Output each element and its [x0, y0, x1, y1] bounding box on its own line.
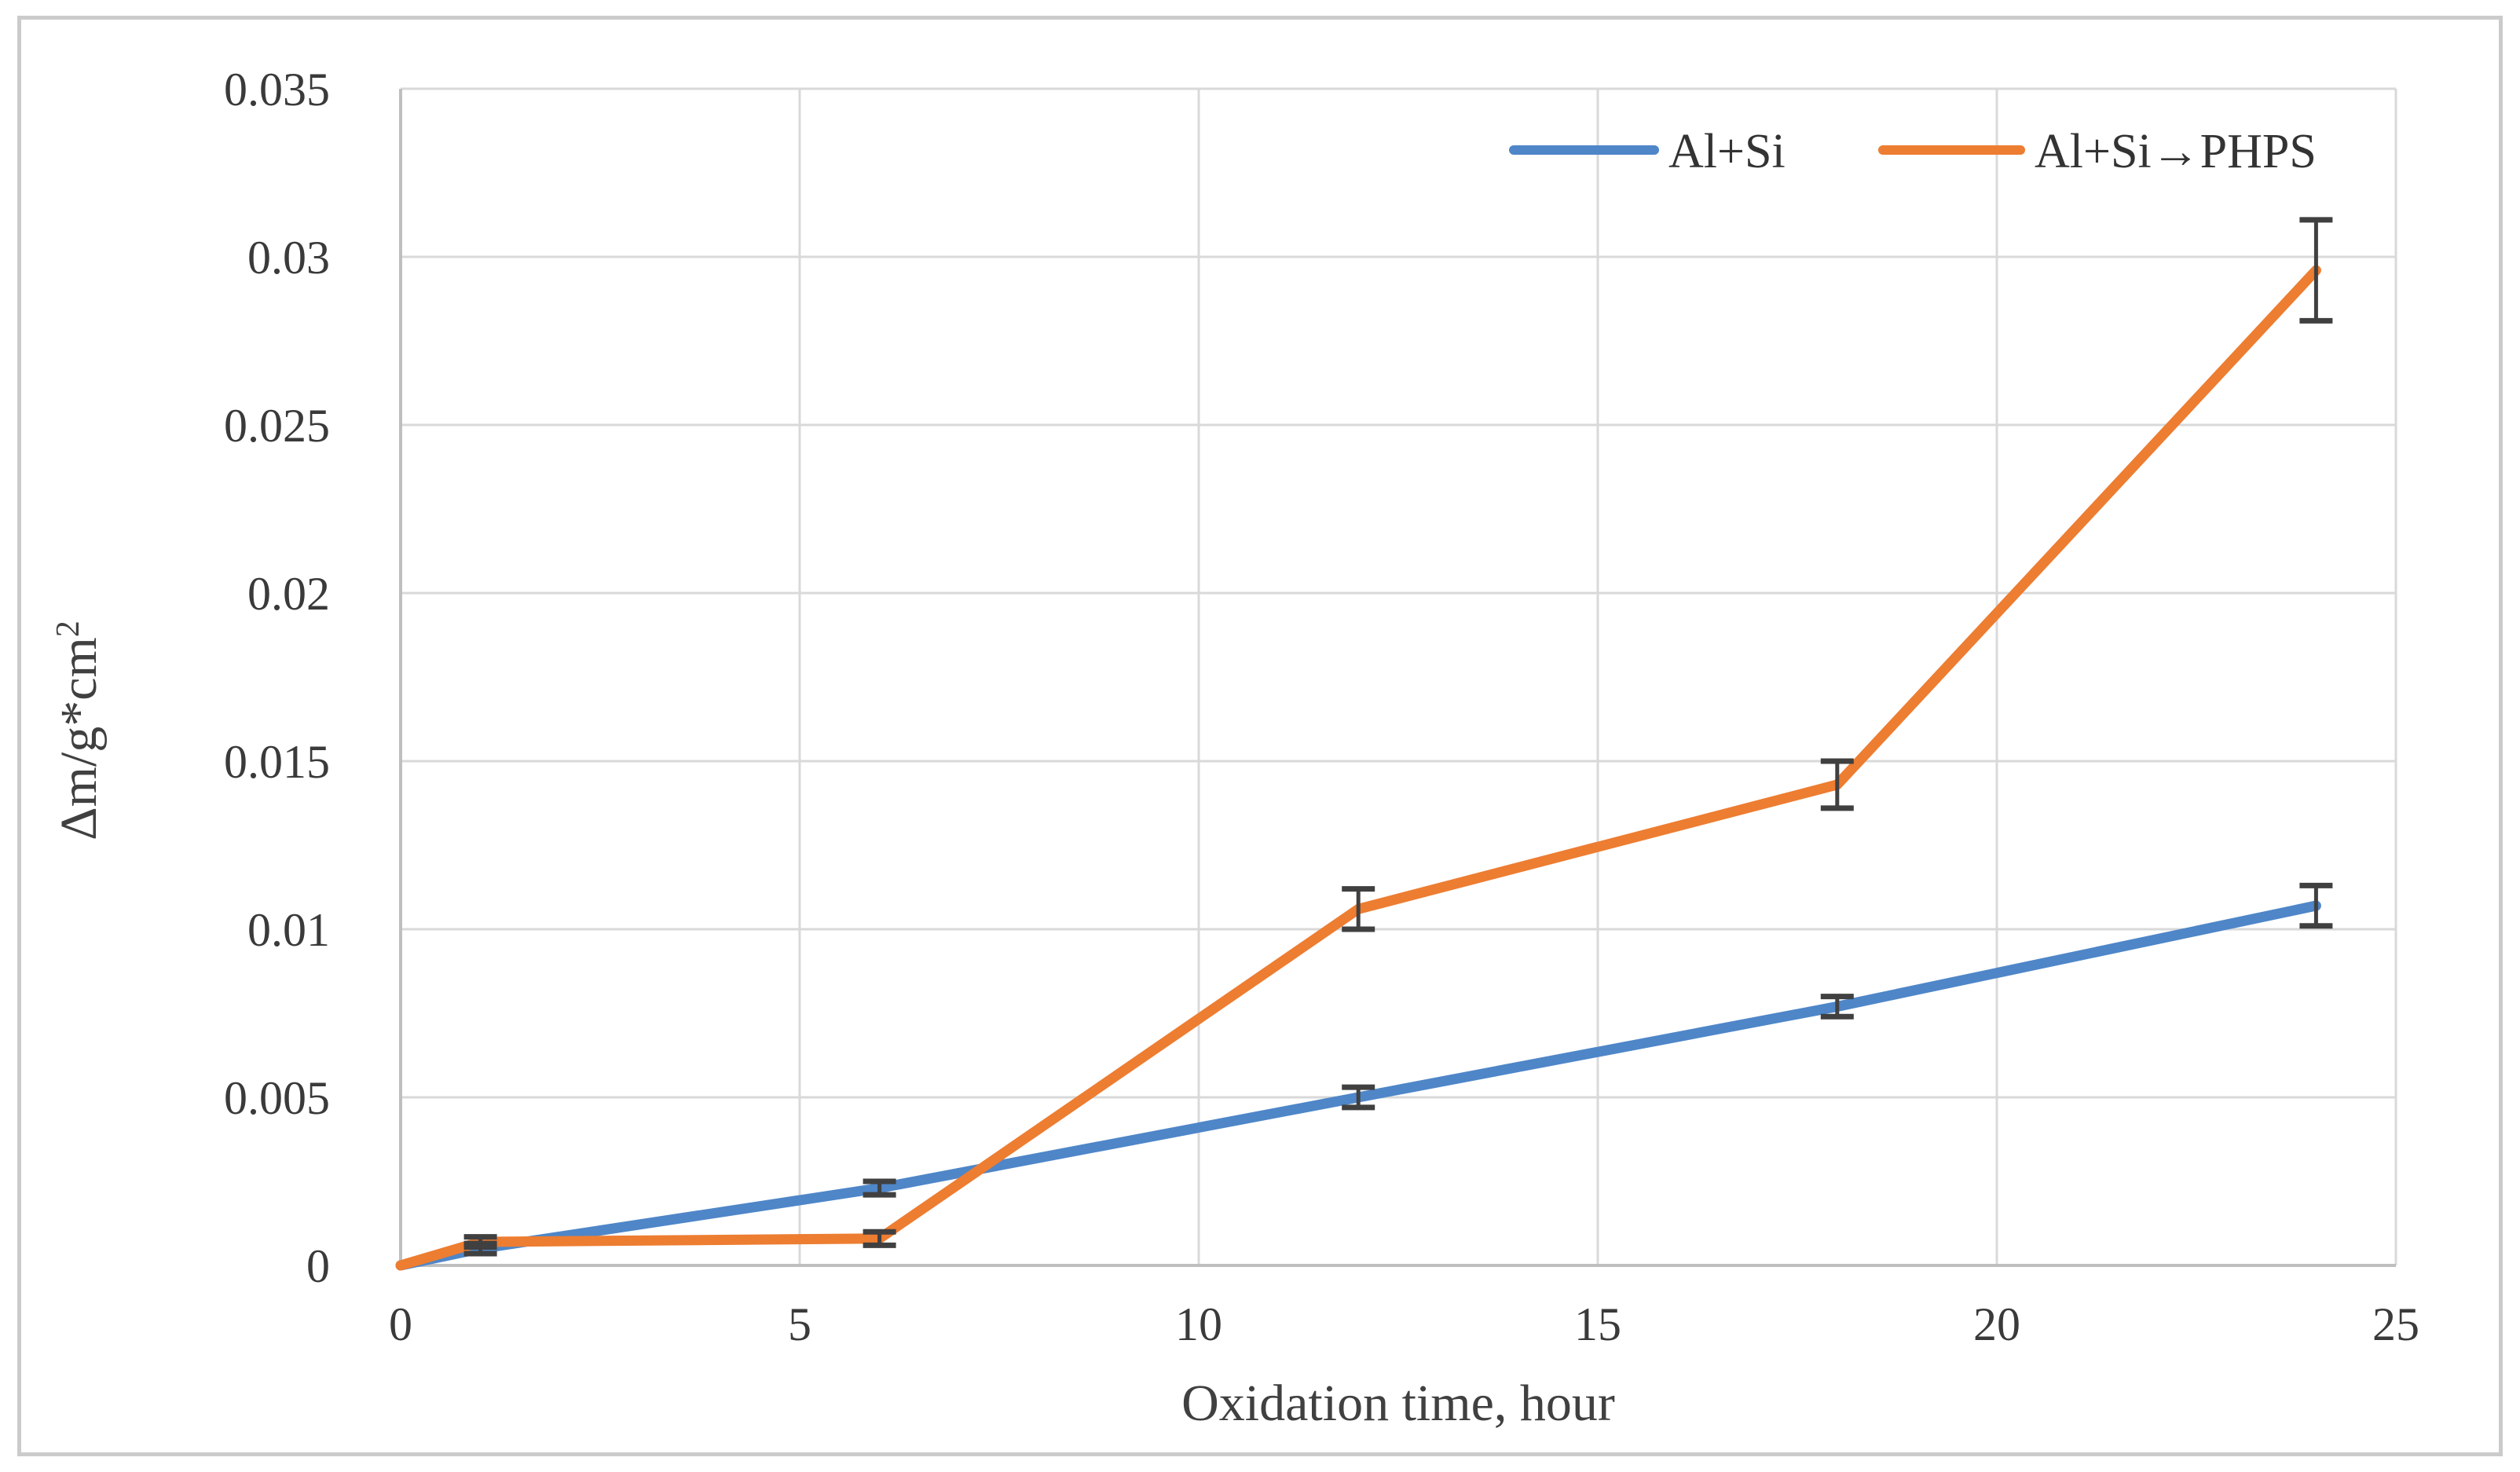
x-axis-title: Oxidation time, hour — [1181, 1375, 1615, 1432]
y-axis-title-base: Δm/g*cm — [50, 637, 108, 840]
error-bar-series-0 — [1820, 994, 1854, 1020]
y-axis-title: Δm/g*cm2 — [50, 621, 108, 840]
y-tick-label: 0.01 — [247, 904, 330, 956]
y-tick-label: 0.005 — [224, 1072, 330, 1124]
legend: Al+Si Al+Si→PHPS — [1509, 125, 2317, 178]
x-tick-label: 5 — [788, 1298, 811, 1350]
data-series — [395, 265, 2321, 1271]
axes — [399, 89, 2396, 1267]
x-tick-label: 15 — [1574, 1298, 1621, 1350]
y-axis-title-superscript: 2 — [50, 621, 86, 637]
x-tick-label: 0 — [389, 1298, 412, 1350]
y-tick-label: 0.025 — [224, 400, 330, 452]
y-tick-label: 0.015 — [224, 736, 330, 788]
y-tick-label: 0.035 — [224, 64, 330, 115]
legend-item: Al+Si — [1509, 125, 1786, 178]
error-bar-series-1 — [863, 1228, 896, 1248]
error-bar-series-0 — [1342, 1084, 1375, 1111]
error-bars — [463, 217, 2333, 1257]
tick-labels: 0 0.005 0.01 0.015 0.02 0.025 0.03 0.035 0 5 10 15 2… — [224, 64, 2419, 1350]
error-bar-series-1 — [1820, 758, 1854, 811]
series-line-1 — [395, 265, 2321, 1271]
y-tick-label: 0.02 — [247, 568, 330, 620]
x-tick-label: 25 — [2372, 1298, 2419, 1350]
legend-label: Al+Si→PHPS — [2035, 125, 2317, 178]
error-bar-series-1 — [463, 1234, 497, 1250]
error-bar-series-1 — [2299, 217, 2333, 324]
error-bar-series-0 — [863, 1178, 896, 1198]
y-tick-label: 0 — [306, 1240, 330, 1292]
x-tick-label: 10 — [1175, 1298, 1222, 1350]
legend-label: Al+Si — [1668, 125, 1786, 178]
x-tick-label: 20 — [1973, 1298, 2020, 1350]
error-bar-series-0 — [2299, 882, 2333, 929]
y-tick-label: 0.03 — [247, 232, 330, 284]
error-bar-series-1 — [1342, 886, 1375, 932]
legend-item: Al+Si→PHPS — [1878, 125, 2317, 178]
